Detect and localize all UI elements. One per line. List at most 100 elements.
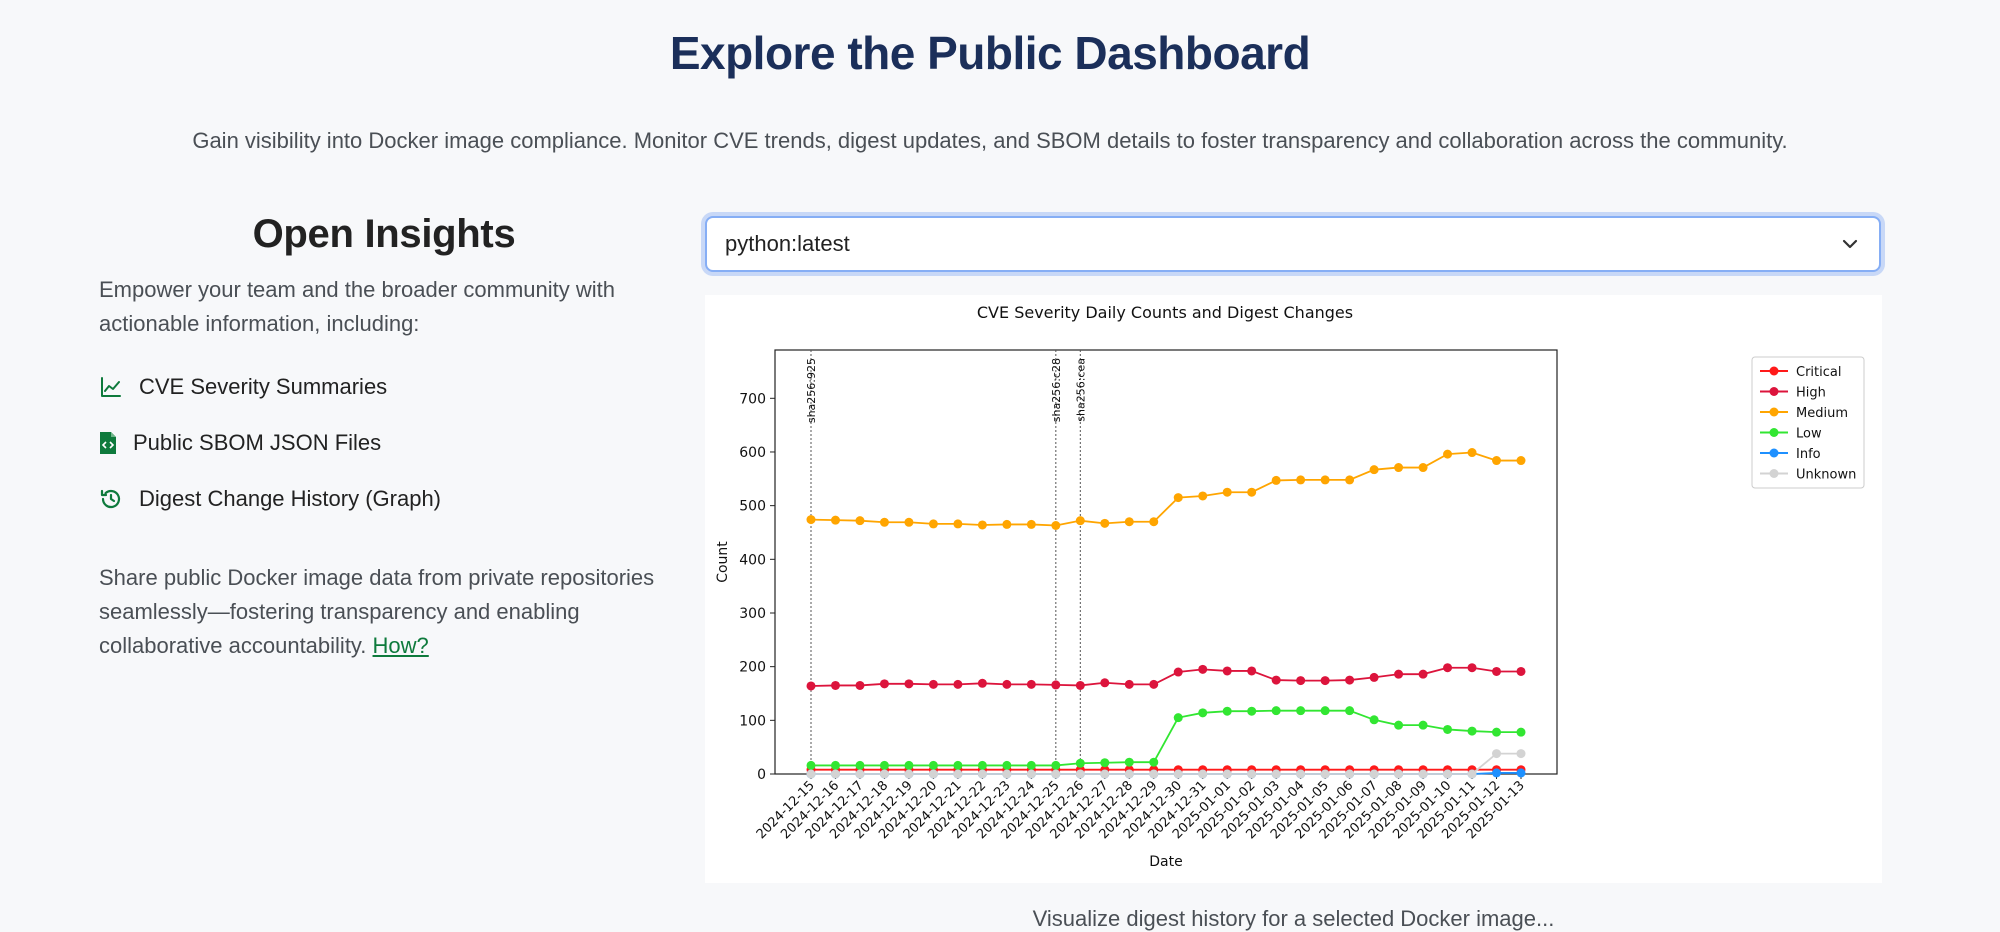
legend-swatch-marker [1769,428,1779,437]
data-point-medium [977,520,987,530]
page-title: Explore the Public Dashboard [669,27,1311,79]
data-point-unknown [830,769,840,779]
data-point-high [1247,666,1257,676]
data-point-low [1345,706,1355,716]
data-point-unknown [1369,769,1379,779]
y-axis-label: Count [715,541,731,583]
share-text: Share public Docker image data from priv… [99,565,655,658]
data-point-unknown [1124,769,1134,779]
data-point-low [1516,727,1526,737]
data-point-medium [1492,456,1502,466]
legend-label: Medium [1796,406,1848,421]
legend-swatch-marker [1769,448,1779,458]
data-point-medium [953,519,963,529]
data-point-low [1026,760,1036,770]
data-point-unknown [904,769,914,779]
data-point-medium [1149,517,1159,527]
data-point-low [1320,706,1330,716]
data-point-unknown [977,769,987,779]
data-point-info [1516,768,1526,778]
data-point-low [1100,758,1110,768]
data-point-medium [1026,519,1036,529]
data-point-high [1271,675,1281,685]
data-point-low [1002,760,1012,770]
data-point-medium [1516,456,1526,466]
data-point-low [1369,715,1379,725]
data-point-high [1124,679,1134,689]
y-tick-label: 400 [739,552,766,568]
data-point-unknown [1296,769,1306,779]
data-point-medium [1418,463,1428,473]
data-point-unknown [1394,769,1404,779]
insights-panel: Open Insights Empower your team and the … [99,212,659,663]
data-point-high [1516,666,1526,676]
data-point-low [1418,720,1428,730]
data-point-unknown [879,769,889,779]
data-point-medium [1198,491,1208,501]
data-point-high [1002,679,1012,689]
cve-chart-card: CVE Severity Daily Counts and Digest Cha… [705,295,1882,883]
legend-swatch-marker [1769,366,1779,376]
data-point-unknown [1051,769,1061,779]
data-point-low [1467,726,1477,736]
insights-intro: Empower your team and the broader commun… [99,277,616,336]
data-point-medium [1002,519,1012,529]
data-point-low [928,760,938,770]
feature-item-sbom-files: Public SBOM JSON Files [99,415,659,471]
data-point-low [1124,757,1134,767]
data-point-low [1075,758,1085,768]
image-select[interactable]: python:latest [705,216,1881,272]
insights-title: Open Insights [252,212,516,256]
data-point-high [830,680,840,690]
data-point-high [1222,666,1232,676]
data-point-high [1198,664,1208,674]
y-tick-label: 300 [739,606,766,622]
data-point-high [1173,667,1183,677]
data-point-high [1100,678,1110,688]
data-point-high [855,680,865,690]
how-link[interactable]: How? [372,633,429,658]
image-select-value: python:latest [725,231,850,256]
legend-label: Critical [1796,365,1841,380]
feature-label: CVE Severity Summaries [139,374,388,399]
data-point-low [879,760,889,770]
data-point-medium [1124,517,1134,527]
plot-frame [774,349,1558,775]
data-point-low [806,760,816,770]
y-tick-label: 200 [739,660,766,676]
legend-swatch-marker [1769,407,1779,417]
data-point-low [1443,724,1453,734]
data-point-unknown [1516,749,1526,759]
y-tick-label: 100 [739,713,766,729]
series-line-low [811,709,1521,767]
data-point-unknown [806,769,816,779]
data-point-low [1247,706,1257,716]
data-point-high [1369,672,1379,682]
legend-label: Low [1796,427,1822,442]
data-point-unknown [1002,769,1012,779]
data-point-medium [830,515,840,525]
data-point-info [1492,768,1502,778]
data-point-low [830,760,840,770]
data-point-low [1173,713,1183,723]
code-file-icon [99,431,117,455]
data-point-unknown [1173,769,1183,779]
data-point-low [977,760,987,770]
data-point-medium [1369,465,1379,475]
series-line-high [810,666,1521,687]
legend-swatch-marker [1769,387,1779,396]
y-tick-label: 0 [757,767,766,783]
data-point-unknown [953,769,963,779]
data-point-high [1492,666,1502,676]
data-point-unknown [1247,769,1257,779]
data-point-low [953,760,963,770]
data-point-medium [855,516,865,526]
data-point-high [806,681,816,691]
digest-change-label: sha256:925 [805,358,818,423]
data-point-low [904,760,914,770]
data-point-high [928,679,938,689]
data-point-medium [1443,449,1453,459]
data-point-unknown [1271,769,1281,779]
cve-severity-chart: CVE Severity Daily Counts and Digest Cha… [715,303,1865,870]
data-point-low [1492,727,1502,737]
